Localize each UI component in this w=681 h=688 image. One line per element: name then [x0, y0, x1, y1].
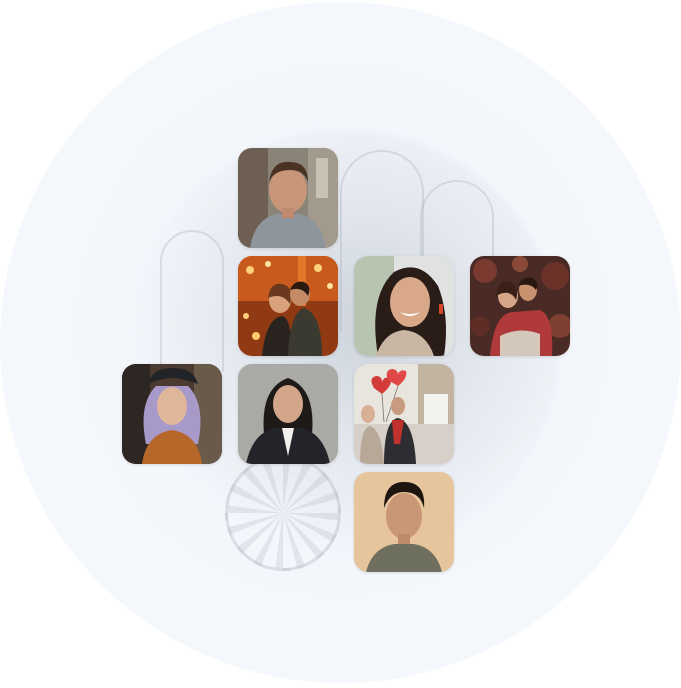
rose-window — [225, 455, 341, 571]
cathedral-arch — [160, 230, 224, 372]
photo-tile-couple-balloons — [354, 364, 454, 464]
photo-tile-man-portrait — [238, 148, 338, 248]
photo-tile-woman-purple-hair — [122, 364, 222, 464]
photo-tile-young-man — [354, 472, 454, 572]
photo-tile-smiling-woman — [354, 256, 454, 356]
cathedral-arch — [340, 150, 424, 332]
photo-tile-couple-flowers — [470, 256, 570, 356]
photo-tile-woman-blazer — [238, 364, 338, 464]
photo-tile-couple-lights — [238, 256, 338, 356]
